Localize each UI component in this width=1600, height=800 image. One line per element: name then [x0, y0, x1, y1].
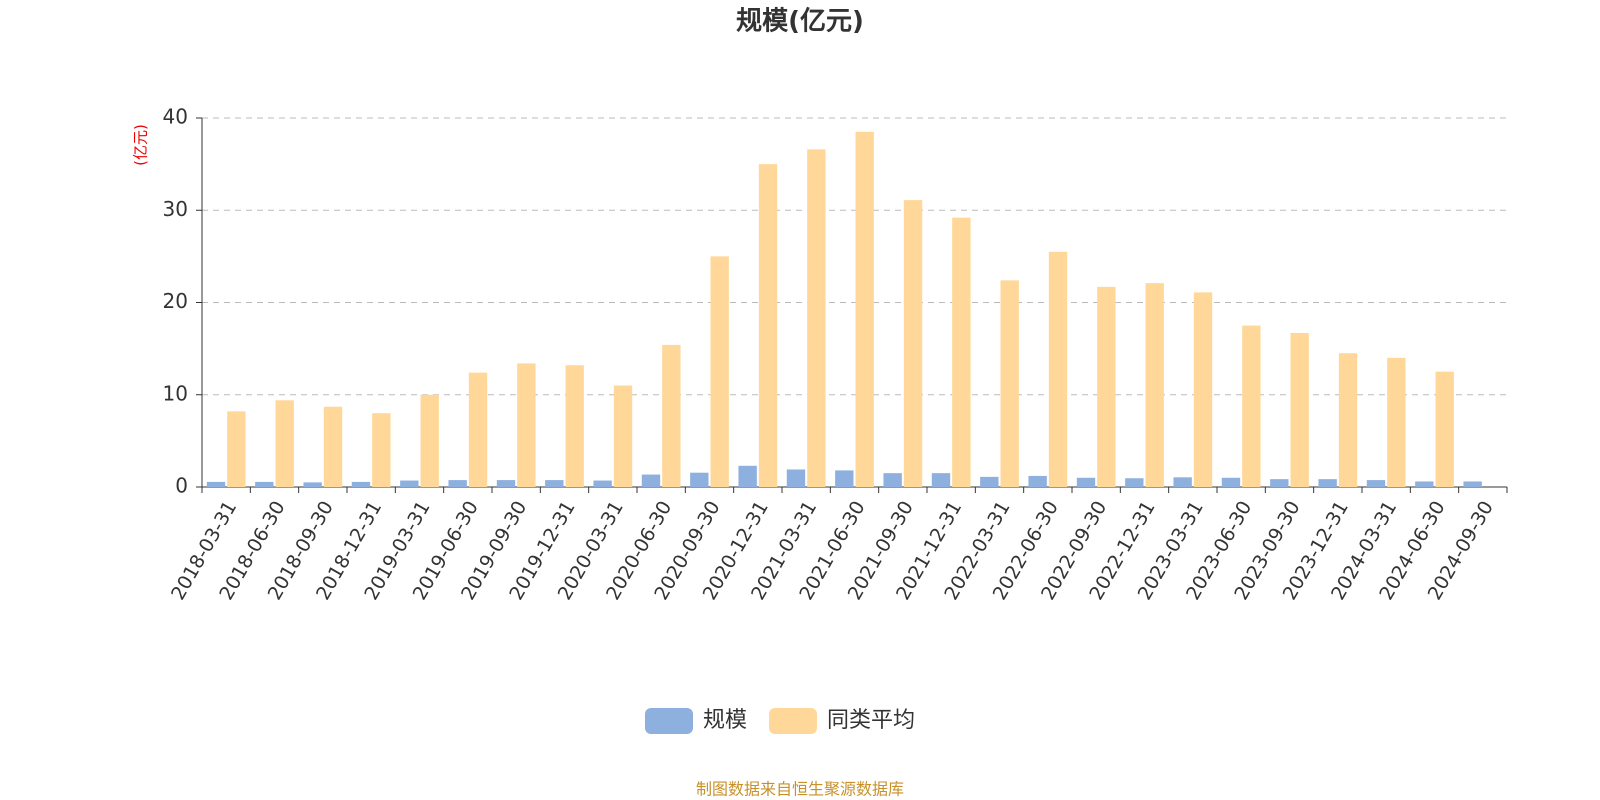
bar [400, 480, 419, 487]
chart-title: 规模(亿元) [736, 7, 864, 37]
bar [1076, 477, 1096, 487]
bar [275, 400, 294, 487]
bar [738, 465, 757, 487]
y-tick-label: 40 [163, 105, 188, 129]
bar [903, 200, 923, 488]
y-axis-label: (亿元) [132, 124, 150, 166]
bar [786, 469, 806, 487]
bar [468, 372, 488, 487]
bar [227, 411, 246, 487]
bar [1242, 325, 1261, 487]
bar [710, 256, 729, 487]
bar [1318, 479, 1337, 487]
bar [835, 470, 854, 487]
bar [883, 473, 902, 487]
bar [593, 480, 612, 487]
bar [1290, 332, 1309, 487]
bar [545, 480, 564, 487]
bar [613, 385, 633, 487]
legend-swatch[interactable] [645, 708, 693, 734]
bar [206, 481, 226, 487]
bar [980, 476, 999, 487]
bar [855, 131, 874, 487]
bar [1000, 280, 1019, 487]
bar [641, 474, 661, 487]
bar [1387, 357, 1406, 487]
bar [1097, 286, 1116, 487]
y-tick-label: 0 [175, 474, 188, 498]
bar [1463, 481, 1482, 487]
bar [448, 480, 467, 487]
bar [255, 481, 274, 487]
bar [1415, 481, 1434, 487]
bar [952, 217, 971, 487]
bar [690, 472, 709, 487]
bar [931, 473, 951, 487]
bar [1125, 478, 1144, 487]
bar [303, 482, 322, 487]
bar [1366, 480, 1386, 487]
bar [1193, 292, 1213, 487]
bar [351, 481, 371, 487]
legend-swatch[interactable] [769, 708, 818, 734]
bar [807, 149, 826, 488]
bar [1048, 251, 1068, 487]
bar [1338, 353, 1358, 487]
bar [496, 480, 516, 487]
bar [1435, 371, 1454, 487]
bar [758, 164, 778, 487]
bar [1173, 477, 1192, 487]
bar [323, 406, 343, 487]
bar [1145, 283, 1164, 487]
y-tick-label: 20 [163, 289, 188, 313]
bar [1028, 475, 1047, 487]
legend-label: 同类平均 [827, 708, 915, 733]
bar [372, 413, 391, 487]
y-tick-label: 10 [163, 381, 188, 405]
bar [420, 394, 439, 487]
bar [517, 363, 536, 487]
bar [662, 344, 681, 487]
y-tick-label: 30 [163, 197, 188, 221]
bar [565, 365, 584, 487]
legend-label: 规模 [703, 708, 747, 733]
bar [1221, 477, 1241, 487]
bar [1270, 479, 1289, 487]
source-note: 制图数据来自恒生聚源数据库 [696, 780, 904, 799]
